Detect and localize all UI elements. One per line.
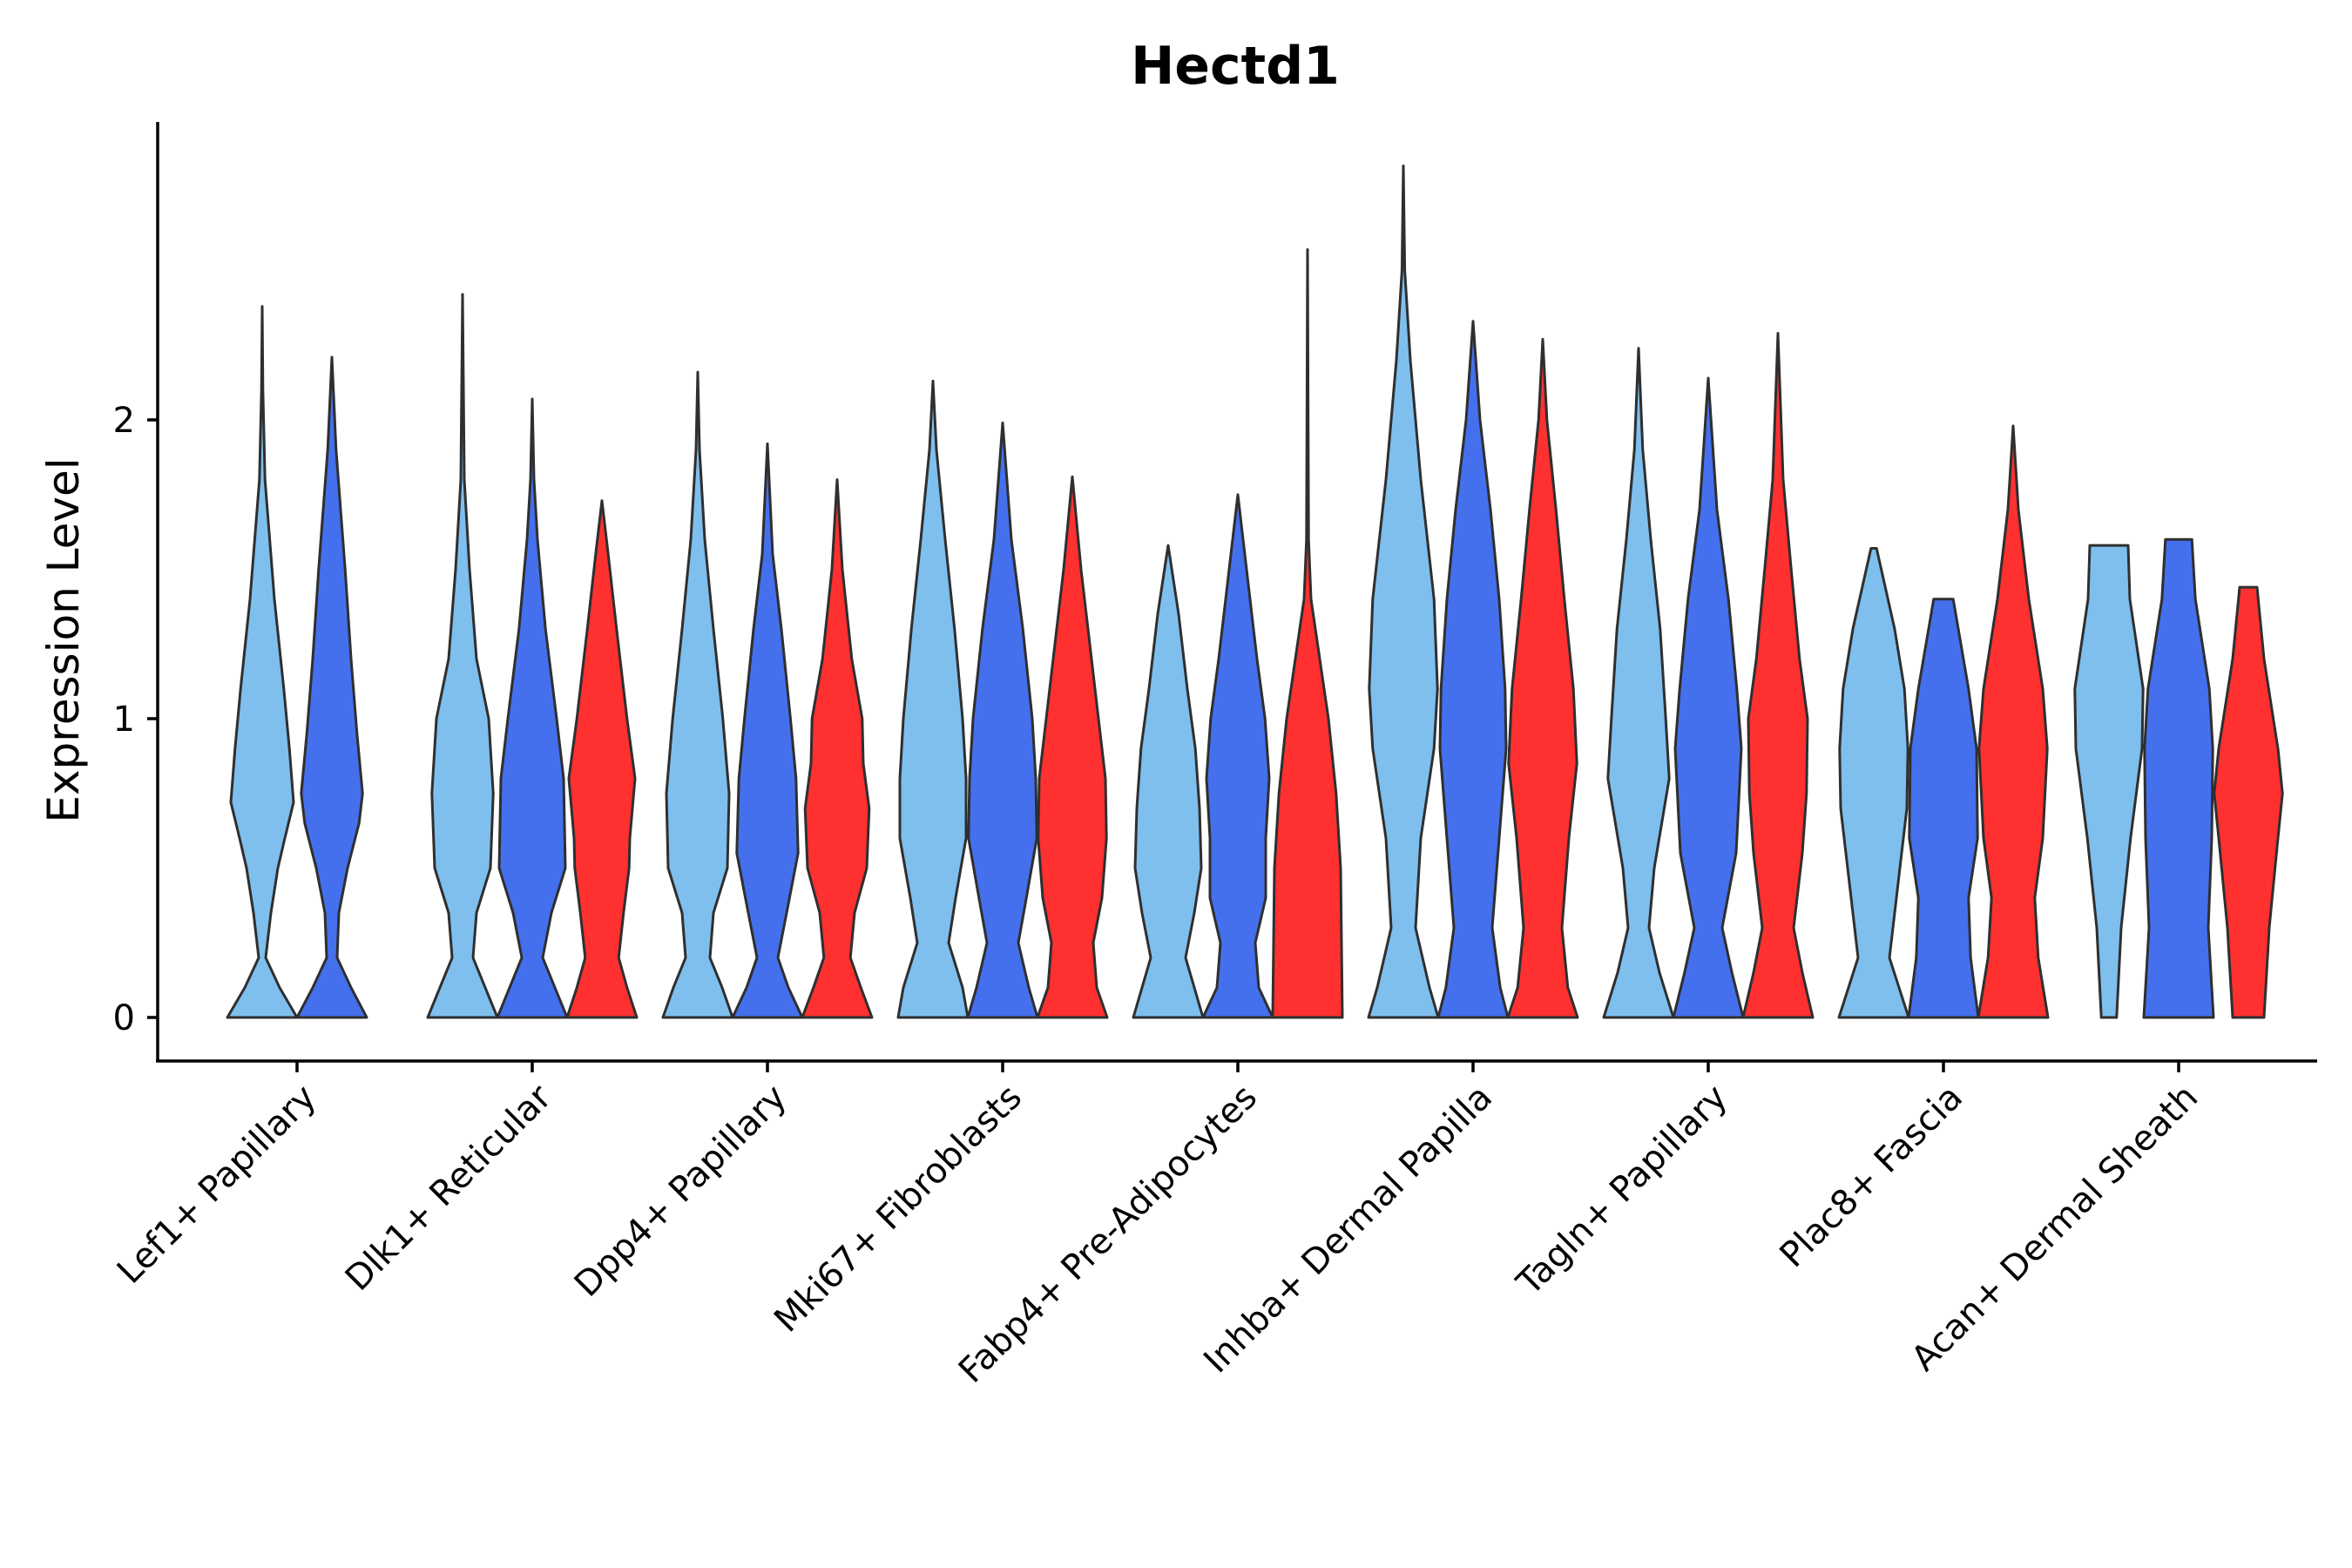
violin-3-0 <box>896 379 970 1019</box>
violin-2-0 <box>661 370 734 1019</box>
chart-title: Hectd1 <box>1131 36 1340 97</box>
violin-7-2 <box>1977 424 2050 1019</box>
violin-6-0 <box>1602 347 1675 1019</box>
violin-8-2 <box>2213 585 2284 1019</box>
x-tick-label-1: Dlk1+ Reticular <box>338 1077 560 1299</box>
violin-1-0 <box>426 293 499 1019</box>
y-axis-label: Expression Level <box>38 457 89 822</box>
violin-6-1 <box>1672 376 1745 1019</box>
violin-8-0 <box>2073 544 2145 1019</box>
x-tick-label-3: Mki67+ Fibroblasts <box>767 1078 1030 1341</box>
violin-0-1 <box>295 355 368 1019</box>
violin-5-1 <box>1436 320 1510 1019</box>
violin-5-0 <box>1367 164 1440 1019</box>
violin-1-2 <box>565 499 639 1019</box>
violin-7-1 <box>1907 598 1980 1019</box>
x-tick-label-0: Lef1+ Papillary <box>110 1078 324 1292</box>
violin-6-2 <box>1741 332 1815 1019</box>
violin-7-0 <box>1837 547 1910 1019</box>
violin-5-2 <box>1506 337 1579 1019</box>
violin-1-1 <box>496 397 569 1019</box>
violin-group <box>226 164 2284 1019</box>
violin-4-2 <box>1271 248 1344 1019</box>
x-tick-label-7: Plac8+ Fascia <box>1773 1078 1971 1276</box>
violin-3-2 <box>1036 475 1109 1019</box>
x-ticks: Lef1+ Papillary Dlk1+ Reticular Dpp4+ Papi… <box>110 1061 2206 1391</box>
violin-0-0 <box>226 305 299 1019</box>
violin-2-2 <box>801 478 874 1019</box>
x-tick-label-6: Tagln+ Papillary <box>1509 1078 1735 1304</box>
x-tick-label-2: Dpp4+ Papillary <box>567 1078 794 1305</box>
y-tick-label-0: 0 <box>113 998 135 1038</box>
violin-8-1 <box>2142 537 2215 1019</box>
y-ticks: 0 1 2 <box>113 401 158 1038</box>
y-tick-label-1: 1 <box>113 700 135 740</box>
y-tick-label-2: 2 <box>113 401 135 441</box>
violin-3-1 <box>966 421 1039 1019</box>
violin-4-1 <box>1201 493 1274 1019</box>
violin-2-1 <box>731 442 804 1019</box>
violin-4-0 <box>1132 544 1205 1019</box>
